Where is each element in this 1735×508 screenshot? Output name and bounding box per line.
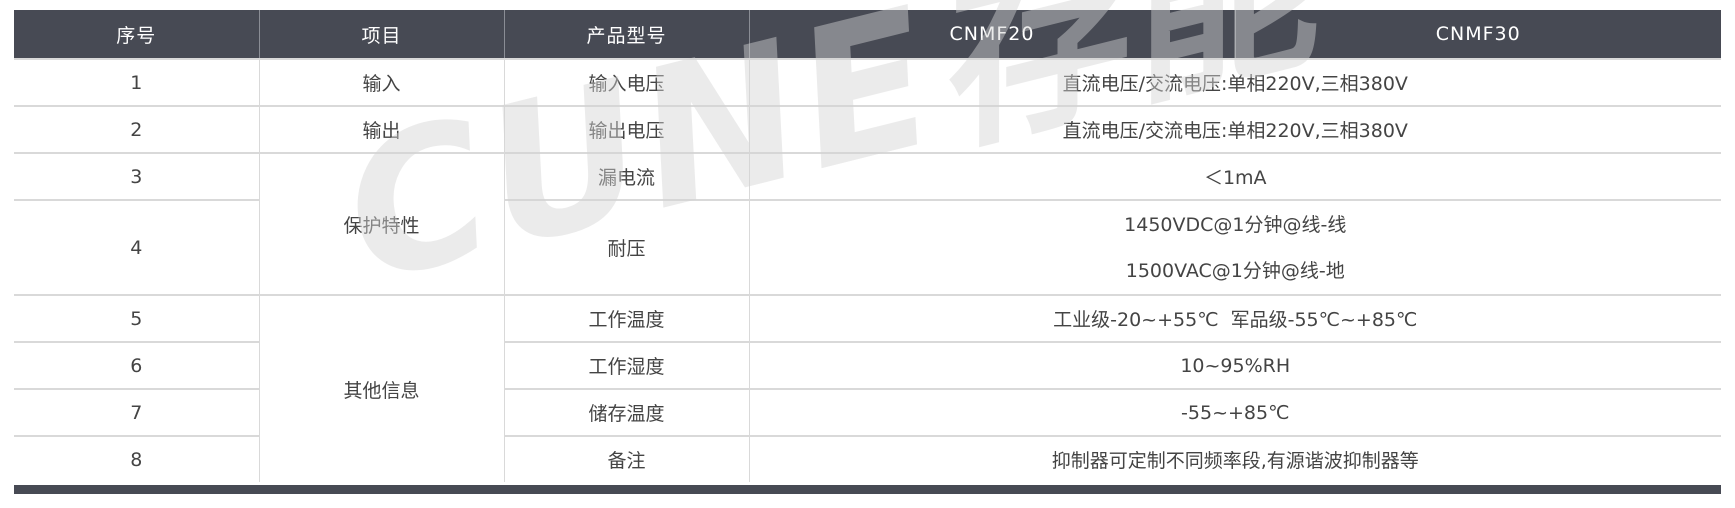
row-item: 其他信息 xyxy=(258,294,504,482)
row-value: ＜1mA xyxy=(748,152,1721,200)
row-param: 输入电压 xyxy=(503,58,749,106)
row-item: 输出 xyxy=(258,105,504,153)
value-line: 1500VAC@1分钟@线-地 xyxy=(1125,259,1345,282)
row-no: 3 xyxy=(14,152,259,200)
row-value: 工业级-20~+55℃ 军品级-55℃~+85℃ xyxy=(748,294,1721,342)
row-no: 7 xyxy=(14,388,259,436)
row-param: 输出电压 xyxy=(503,105,749,153)
header-cnmf30: CNMF30 xyxy=(1234,10,1721,59)
row-param: 耐压 xyxy=(503,199,749,295)
row-no: 2 xyxy=(14,105,259,153)
table-row: 6 工作湿度 10~95%RH xyxy=(14,341,1721,389)
table-row: 4 耐压 1450VDC@1分钟@线-线 1500VAC@1分钟@线-地 xyxy=(14,199,1721,295)
row-value: 直流电压/交流电压:单相220V,三相380V xyxy=(748,58,1721,106)
table-row: 7 储存温度 -55~+85℃ xyxy=(14,388,1721,436)
value-line: 1450VDC@1分钟@线-线 xyxy=(1124,213,1347,236)
row-no: 5 xyxy=(14,294,259,342)
row-param: 工作温度 xyxy=(503,294,749,342)
row-no: 1 xyxy=(14,58,259,106)
header-no: 序号 xyxy=(14,10,259,59)
row-value: 1450VDC@1分钟@线-线 1500VAC@1分钟@线-地 xyxy=(748,199,1721,295)
row-no: 8 xyxy=(14,435,259,482)
row-param: 储存温度 xyxy=(503,388,749,436)
row-no: 4 xyxy=(14,199,259,295)
table-footer-bar xyxy=(14,485,1721,494)
table-row: 8 备注 抑制器可定制不同频率段,有源谐波抑制器等 xyxy=(14,435,1721,482)
row-value: -55~+85℃ xyxy=(748,388,1721,436)
row-value: 10~95%RH xyxy=(748,341,1721,389)
row-item: 保护特性 xyxy=(258,152,504,295)
header-item: 项目 xyxy=(258,10,504,59)
table-row: 3 保护特性 漏电流 ＜1mA xyxy=(14,152,1721,295)
table-row: 1 输入 输入电压 直流电压/交流电压:单相220V,三相380V xyxy=(14,58,1721,106)
row-param: 漏电流 xyxy=(503,152,749,200)
row-value: 直流电压/交流电压:单相220V,三相380V xyxy=(748,105,1721,153)
row-no: 6 xyxy=(14,341,259,389)
header-cnmf20: CNMF20 xyxy=(748,10,1235,59)
spec-table: 序号 项目 产品型号 CNMF20 CNMF30 1 输入 输入电压 直流电压/… xyxy=(14,10,1721,482)
row-param: 备注 xyxy=(503,435,749,482)
row-value: 抑制器可定制不同频率段,有源谐波抑制器等 xyxy=(748,435,1721,482)
row-item: 输入 xyxy=(258,58,504,106)
table-row: 2 输出 输出电压 直流电压/交流电压:单相220V,三相380V xyxy=(14,105,1721,153)
table-header: 序号 项目 产品型号 CNMF20 CNMF30 xyxy=(14,10,1721,59)
table-row: 5 其他信息 工作温度 工业级-20~+55℃ 军品级-55℃~+85℃ xyxy=(14,294,1721,482)
row-param: 工作湿度 xyxy=(503,341,749,389)
header-model: 产品型号 xyxy=(503,10,749,59)
